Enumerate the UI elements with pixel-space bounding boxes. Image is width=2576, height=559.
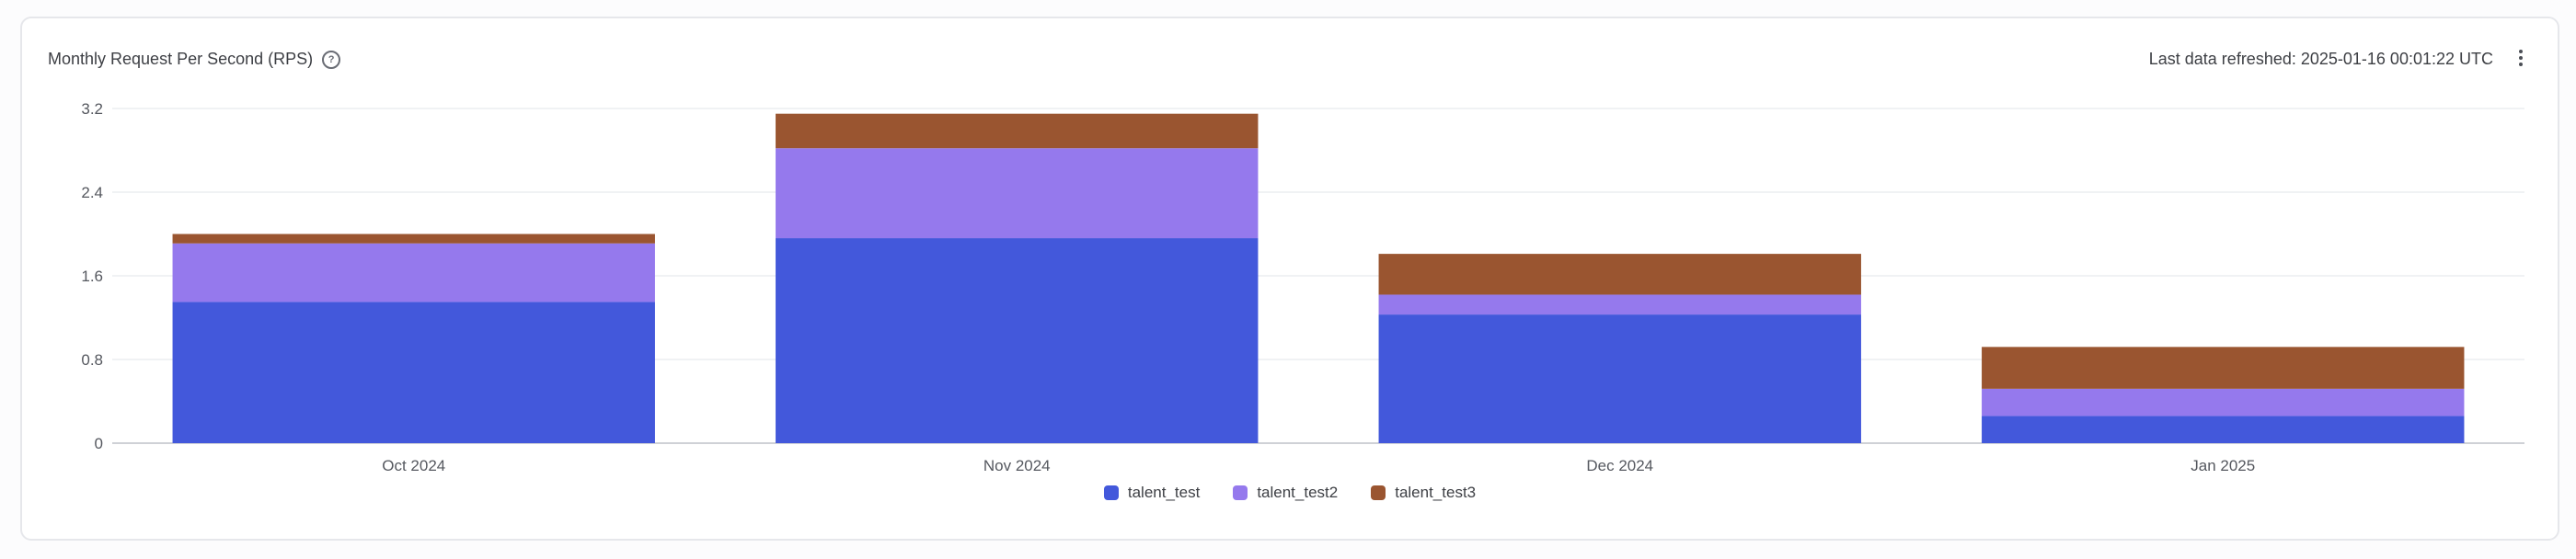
legend-label: talent_test2 bbox=[1257, 484, 1339, 501]
bar-talent-test-jan-2025[interactable] bbox=[1982, 416, 2465, 443]
last-refreshed-text: Last data refreshed: 2025-01-16 00:01:22… bbox=[2148, 50, 2493, 68]
legend-label: talent_test bbox=[1127, 484, 1201, 501]
chart-legend: talent_test talent_test2 talent_test3 bbox=[22, 484, 2558, 502]
y-tick-label: 2.4 bbox=[81, 184, 103, 201]
legend-item-talent-test[interactable]: talent_test bbox=[1103, 484, 1201, 502]
bar-talent-test3-nov-2024[interactable] bbox=[776, 113, 1259, 149]
x-tick-label: Nov 2024 bbox=[983, 457, 1051, 474]
chart-header: Monthly Request Per Second (RPS) ? Last … bbox=[22, 18, 2558, 101]
more-vertical-icon[interactable] bbox=[2515, 46, 2526, 70]
bar-talent-test2-jan-2025[interactable] bbox=[1982, 388, 2465, 416]
x-tick-label: Dec 2024 bbox=[1586, 457, 1653, 474]
y-axis-ticks: 0 0.8 1.6 2.4 3.2 bbox=[81, 100, 103, 452]
legend-label: talent_test3 bbox=[1395, 484, 1477, 501]
y-tick-label: 0.8 bbox=[81, 351, 103, 369]
bar-talent-test3-dec-2024[interactable] bbox=[1378, 254, 1861, 295]
x-tick-label: Oct 2024 bbox=[382, 457, 445, 474]
x-axis-ticks: Oct 2024 Nov 2024 Dec 2024 Jan 2025 bbox=[382, 457, 2255, 474]
chart-title: Monthly Request Per Second (RPS) bbox=[48, 50, 314, 68]
y-tick-label: 1.6 bbox=[81, 268, 103, 285]
bar-chart: 0 0.8 1.6 2.4 3.2 Oct 2024 Nov 2024 Dec 2024 Ja… bbox=[81, 100, 2524, 474]
bar-talent-test3-jan-2025[interactable] bbox=[1982, 347, 2465, 389]
bars bbox=[172, 113, 2465, 443]
bar-talent-test2-dec-2024[interactable] bbox=[1378, 294, 1861, 315]
bar-talent-test3-oct-2024[interactable] bbox=[172, 234, 655, 244]
help-circle-icon[interactable]: ? bbox=[322, 50, 341, 69]
legend-swatch bbox=[1371, 485, 1386, 500]
legend-item-talent-test2[interactable]: talent_test2 bbox=[1233, 484, 1338, 502]
bar-talent-test-dec-2024[interactable] bbox=[1378, 314, 1861, 443]
legend-swatch bbox=[1233, 485, 1248, 500]
bar-talent-test-oct-2024[interactable] bbox=[172, 302, 655, 443]
bar-talent-test2-nov-2024[interactable] bbox=[776, 148, 1259, 239]
y-tick-label: 0 bbox=[95, 435, 103, 452]
legend-swatch bbox=[1103, 485, 1119, 500]
bar-talent-test-nov-2024[interactable] bbox=[776, 238, 1259, 443]
chart-card: Monthly Request Per Second (RPS) ? Last … bbox=[20, 17, 2559, 541]
chart-title-wrap: Monthly Request Per Second (RPS) ? bbox=[48, 50, 341, 69]
bar-talent-test2-oct-2024[interactable] bbox=[172, 243, 655, 302]
x-tick-label: Jan 2025 bbox=[2191, 457, 2255, 474]
legend-item-talent-test3[interactable]: talent_test3 bbox=[1371, 484, 1476, 502]
y-tick-label: 3.2 bbox=[81, 100, 103, 118]
